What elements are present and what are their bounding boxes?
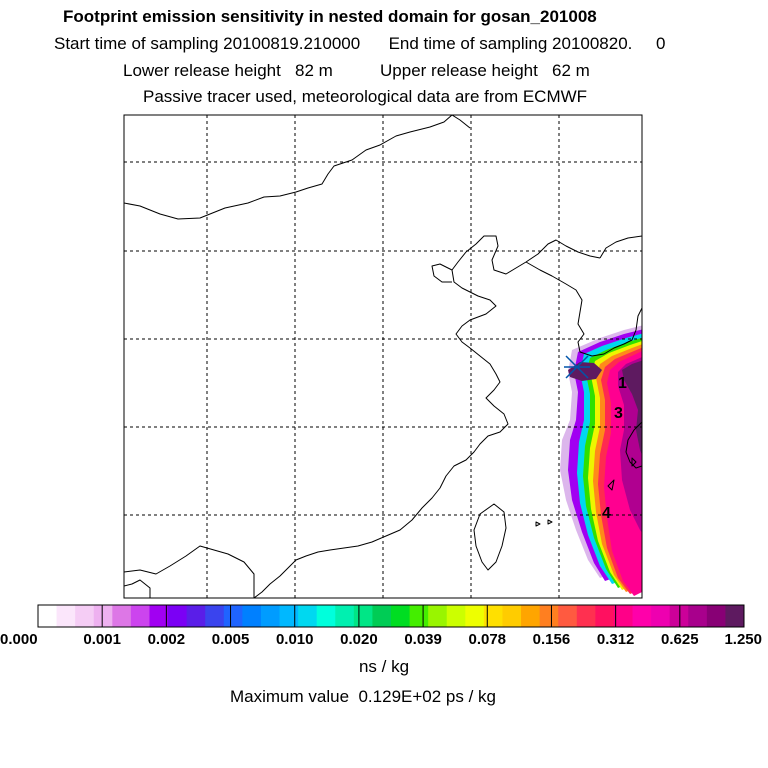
hainan-border <box>124 545 255 598</box>
coastlines <box>124 115 642 598</box>
colorbar-cell <box>558 605 578 627</box>
islet-4 <box>547 519 553 525</box>
colorbar-cell <box>353 605 373 627</box>
colorbar-cell <box>56 605 76 627</box>
colorbar-cell <box>465 605 485 627</box>
colorbar-cell <box>242 605 262 627</box>
colorbar-tick-label: 0.002 <box>148 631 186 648</box>
colorbar-cell <box>205 605 225 627</box>
upper-release-height: Upper release height 62 m <box>380 61 590 80</box>
colorbar-cell <box>539 605 559 627</box>
colorbar-cell <box>706 605 726 627</box>
colorbar-cell <box>483 605 503 627</box>
colorbar-cell <box>168 605 188 627</box>
cluster-marker-4: 4 <box>602 505 611 522</box>
colorbar-units: ns / kg <box>358 657 410 676</box>
colorbar-cell <box>298 605 318 627</box>
islet-3 <box>535 521 541 527</box>
colorbar-cells <box>38 605 745 627</box>
colorbar-tick-label: 0.625 <box>661 631 699 648</box>
colorbar-cell <box>335 605 355 627</box>
colorbar-cell <box>725 605 745 627</box>
colorbar-cell <box>521 605 541 627</box>
islet-1 <box>631 457 637 467</box>
colorbar-frame <box>37 604 745 628</box>
plume-sensitivity <box>560 325 642 596</box>
colorbar-cell <box>595 605 615 627</box>
colorbar-cell <box>112 605 132 627</box>
colorbar-cell <box>316 605 336 627</box>
colorbar-tick-label: 0.020 <box>340 631 378 648</box>
colorbar-cell <box>446 605 466 627</box>
plume-band-peak <box>622 360 642 455</box>
lat-lon-grid <box>124 115 642 598</box>
release-heights: Lower release height 82 m Upper release … <box>123 61 590 81</box>
colorbar-tick-label: 0.078 <box>468 631 506 648</box>
maximum-value: Maximum value 0.129E+02 ps / kg <box>230 687 496 706</box>
colorbar-labels: 0.000 0.001 0.002 0.005 0.010 0.020 0.039 0.078… <box>0 605 762 648</box>
footprint-map: 1 3 4 <box>123 114 643 599</box>
colorbar-cell <box>576 605 596 627</box>
colorbar-cell <box>428 605 448 627</box>
colorbar-cell <box>75 605 95 627</box>
colorbar-cell <box>149 605 169 627</box>
colorbar-cell <box>632 605 652 627</box>
korea-ne-coast <box>599 235 642 259</box>
islet-2 <box>607 479 615 491</box>
tracer-note: Passive tracer used, meteorological data… <box>143 87 588 106</box>
colorbar-cell <box>93 605 113 627</box>
colorbar-cell <box>502 605 522 627</box>
cluster-marker-3: 3 <box>614 405 623 422</box>
end-time: End time of sampling 20100820. 0 <box>388 34 666 53</box>
sampling-times: Start time of sampling 20100819.210000 E… <box>54 34 665 54</box>
colorbar-tick-label: 0.010 <box>276 631 314 648</box>
colorbar-cell <box>409 605 429 627</box>
cluster-marker-1: 1 <box>618 375 627 392</box>
receptor-marker <box>564 355 590 379</box>
colorbar-cell <box>669 605 689 627</box>
colorbar-cell <box>186 605 206 627</box>
colorbar-cell <box>38 605 58 627</box>
colorbar-cell <box>651 605 671 627</box>
colorbar: 0.000 0.001 0.002 0.005 0.010 0.020 0.039 0.078… <box>0 604 762 648</box>
colorbar-cell <box>279 605 299 627</box>
colorbar-tick-label: 1.250 <box>724 631 762 648</box>
start-time: Start time of sampling 20100819.210000 <box>54 34 361 53</box>
colorbar-cell <box>260 605 281 627</box>
map-title: Footprint emission sensitivity in nested… <box>63 7 597 26</box>
taiwan-island <box>473 503 507 571</box>
colorbar-tick-label: 0.005 <box>212 631 250 648</box>
northern-border <box>124 115 453 220</box>
colorbar-cell <box>391 605 411 627</box>
colorbar-tick-label: 0.156 <box>533 631 571 648</box>
liaodong-bohai <box>253 235 527 598</box>
colorbar-tick-label: 0.312 <box>597 631 635 648</box>
colorbar-cell <box>688 605 708 627</box>
colorbar-cell <box>372 605 392 627</box>
korea-peninsula <box>525 261 642 357</box>
colorbar-cell <box>130 605 150 627</box>
japan-kyushu <box>625 421 642 469</box>
colorbar-cell <box>613 605 634 627</box>
colorbar-tick-label: 0.000 <box>0 631 38 648</box>
colorbar-tick-label: 0.039 <box>404 631 442 648</box>
shandong-coast <box>431 263 453 283</box>
colorbar-tick-label: 0.001 <box>83 631 121 648</box>
map-frame <box>123 114 643 599</box>
ne-border <box>451 115 471 129</box>
korea-border-river <box>525 239 601 263</box>
lower-release-height: Lower release height 82 m <box>123 61 333 80</box>
colorbar-cell <box>223 605 243 627</box>
vietnam-coast <box>124 579 151 598</box>
